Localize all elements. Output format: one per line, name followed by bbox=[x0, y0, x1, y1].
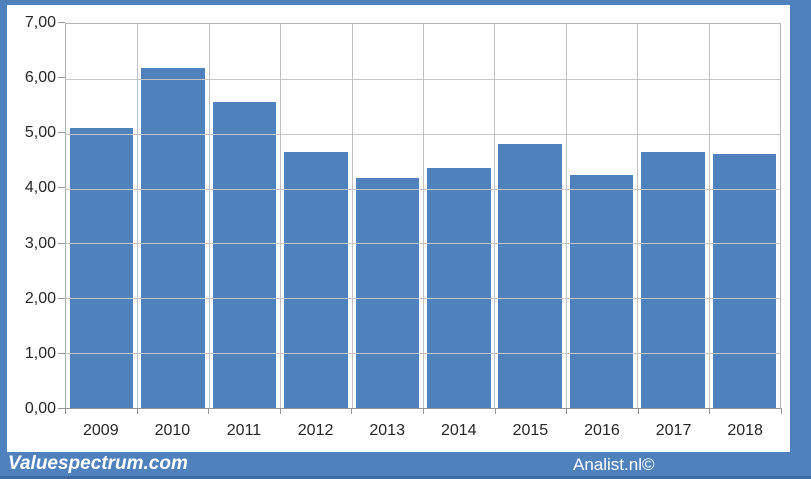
chart-canvas: 2009 2010 2011 2012 2013 2014 2015 2016 2017 2018… bbox=[7, 5, 790, 452]
v-gridline bbox=[280, 24, 282, 408]
x-tick-label: 2011 bbox=[226, 422, 262, 439]
bar-column bbox=[66, 24, 137, 408]
bar-2018 bbox=[712, 154, 777, 408]
y-tick-label: 6,00 bbox=[24, 69, 56, 87]
x-tick bbox=[637, 408, 639, 414]
bar-2009 bbox=[69, 128, 134, 408]
bar-column bbox=[709, 24, 780, 408]
x-tick bbox=[566, 408, 568, 414]
v-gridline bbox=[637, 24, 639, 408]
bar-column bbox=[637, 24, 708, 408]
x-tick-label: 2009 bbox=[83, 422, 119, 439]
x-tick-label: 2017 bbox=[655, 422, 692, 439]
x-tick bbox=[208, 408, 210, 414]
v-gridline bbox=[565, 24, 567, 408]
y-tick bbox=[58, 132, 65, 134]
bar-2016 bbox=[569, 175, 634, 408]
bars-layer bbox=[66, 24, 780, 408]
footer-bar: Valuespectrum.com Analist.nl© bbox=[0, 452, 811, 479]
x-tick bbox=[279, 408, 281, 414]
x-axis-labels: 2009 2010 2011 2012 2013 2014 2015 2016 2017 2018 bbox=[65, 422, 781, 440]
x-tick bbox=[136, 408, 138, 414]
brand-text: Valuespectrum.com bbox=[8, 453, 188, 474]
bar-column bbox=[494, 24, 565, 408]
x-tick-label: 2012 bbox=[297, 422, 334, 439]
v-gridline bbox=[137, 24, 139, 408]
x-tick bbox=[351, 408, 353, 414]
bar-2015 bbox=[498, 144, 562, 408]
x-tick-label: 2018 bbox=[727, 422, 763, 439]
v-gridline bbox=[351, 24, 353, 408]
bar-column bbox=[209, 24, 280, 408]
y-tick bbox=[58, 242, 65, 244]
x-tick-label: 2013 bbox=[369, 422, 405, 439]
y-tick bbox=[58, 408, 65, 409]
y-tick-label: 1,00 bbox=[24, 344, 56, 362]
v-gridline bbox=[494, 24, 496, 408]
y-tick-label: 5,00 bbox=[24, 124, 56, 142]
y-tick bbox=[58, 187, 65, 189]
x-tick-label: 2015 bbox=[512, 422, 549, 439]
bar-2017 bbox=[641, 151, 705, 408]
v-gridline bbox=[423, 24, 424, 408]
x-tick-label: 2014 bbox=[440, 422, 477, 439]
bar-column bbox=[352, 24, 423, 408]
v-gridline bbox=[208, 24, 210, 408]
y-tick bbox=[58, 297, 65, 299]
bar-2012 bbox=[284, 152, 348, 408]
y-tick bbox=[58, 77, 65, 79]
y-tick bbox=[58, 352, 65, 354]
x-tick bbox=[494, 408, 496, 414]
y-tick-label: 0,00 bbox=[24, 400, 56, 417]
x-tick-label: 2010 bbox=[154, 422, 191, 439]
bar-column bbox=[280, 24, 351, 408]
v-gridline bbox=[708, 24, 710, 408]
bar-2010 bbox=[141, 67, 205, 408]
x-tick bbox=[65, 408, 66, 414]
x-tick bbox=[781, 408, 782, 414]
bar-2013 bbox=[355, 177, 420, 408]
plot-area bbox=[65, 23, 781, 409]
x-tick-label: 2016 bbox=[584, 422, 620, 439]
y-tick bbox=[58, 22, 65, 23]
y-tick-label: 2,00 bbox=[24, 289, 56, 307]
bar-2014 bbox=[426, 168, 491, 408]
x-tick bbox=[423, 408, 424, 414]
y-tick-label: 7,00 bbox=[24, 14, 56, 31]
y-tick-label: 3,00 bbox=[24, 234, 56, 252]
bar-column bbox=[137, 24, 208, 408]
bar-column bbox=[423, 24, 494, 408]
bar-column bbox=[566, 24, 637, 408]
y-tick-label: 4,00 bbox=[24, 179, 56, 197]
x-tick bbox=[709, 408, 711, 414]
credit-text: Analist.nl© bbox=[573, 455, 655, 474]
bar-2011 bbox=[212, 101, 277, 408]
